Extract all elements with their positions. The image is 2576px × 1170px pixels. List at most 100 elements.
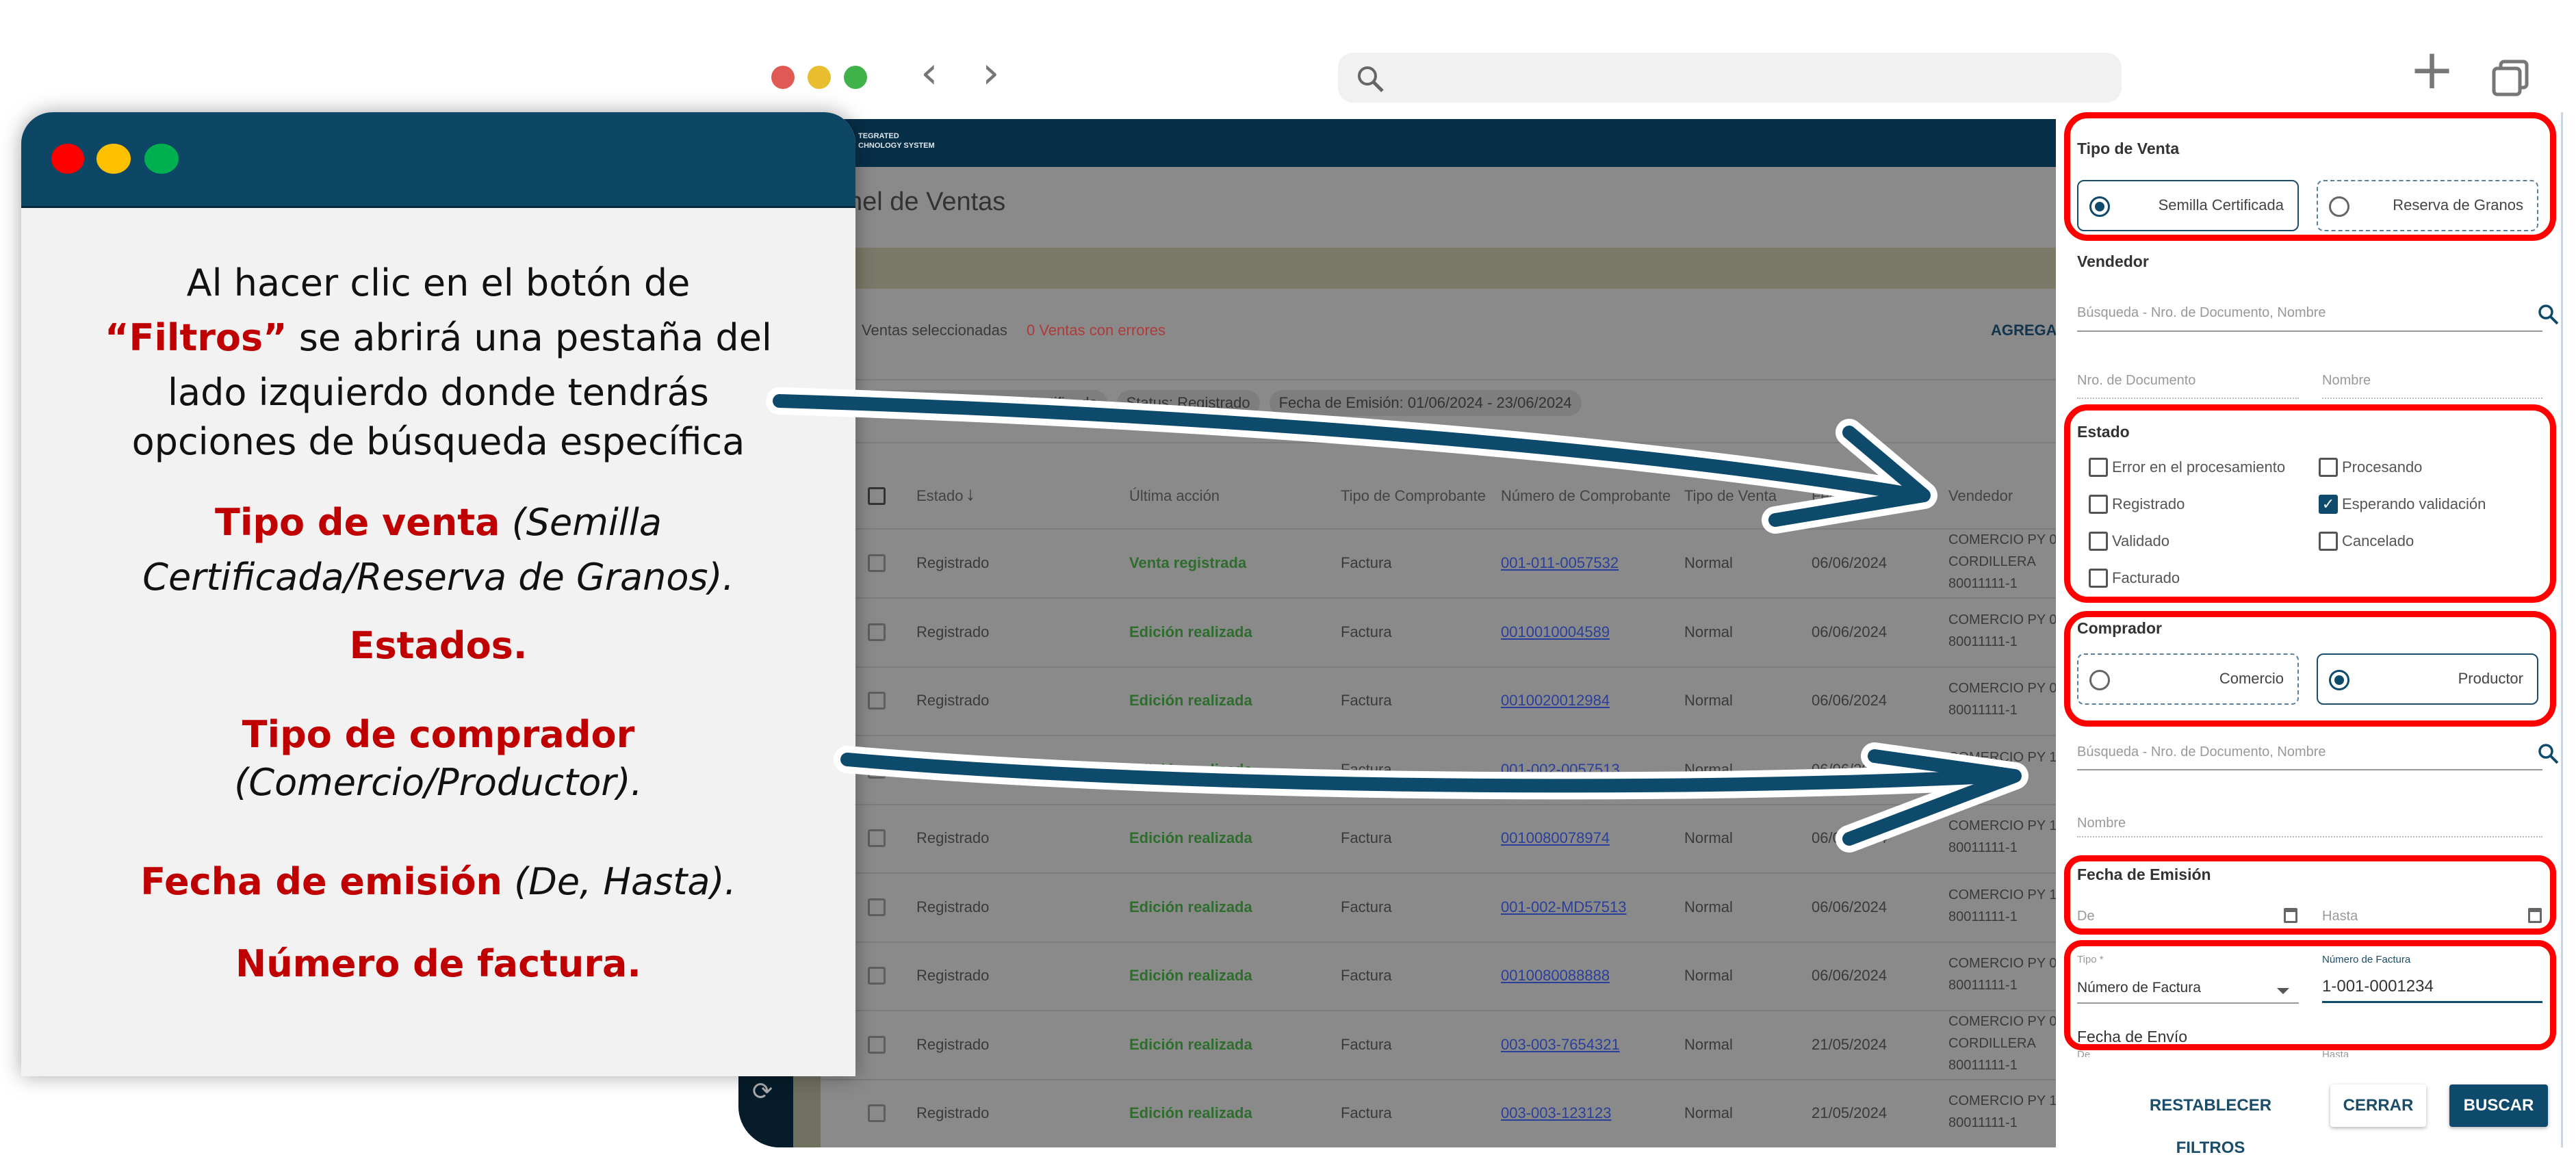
fecha-envio-hasta[interactable]: Hasta xyxy=(2322,1049,2349,1057)
back-chevron-icon[interactable]: ‹ xyxy=(920,48,938,99)
calendar-icon[interactable] xyxy=(2528,908,2542,923)
cell-vendedor: 80011111-1 xyxy=(1948,840,2018,855)
row-checkbox[interactable] xyxy=(868,692,886,710)
cell-venta: Normal xyxy=(1684,692,1733,709)
filtros-keyword: “Filtros” xyxy=(105,316,287,359)
add-button[interactable]: AGREGA xyxy=(1991,322,2056,339)
tipo-select[interactable]: Número de Factura xyxy=(2077,980,2201,996)
numero-factura-label: Número de Factura xyxy=(2322,954,2411,965)
row-checkbox[interactable] xyxy=(868,554,886,572)
callout-bold: Tipo de comprador xyxy=(242,713,635,756)
fecha-envio-desde[interactable]: De xyxy=(2077,1049,2091,1057)
address-bar[interactable] xyxy=(1338,53,2122,103)
cell-vendedor: CORDILLERA xyxy=(1948,554,2036,569)
radio-comercio[interactable]: Comercio xyxy=(2077,653,2299,705)
cell-venta: Normal xyxy=(1684,1104,1733,1121)
checkbox-label: Cancelado xyxy=(2342,532,2414,549)
app-header: TEGRATED CHNOLOGY SYSTEM xyxy=(738,119,2056,167)
cell-tipo: Factura xyxy=(1341,967,1392,984)
column-header[interactable]: Última acción xyxy=(1129,487,1220,504)
column-header[interactable]: Estado xyxy=(916,487,964,504)
errors-count: 0 Ventas con errores xyxy=(1027,322,1166,339)
cell-vendedor: 80011111-1 xyxy=(1948,1115,2018,1130)
close-button[interactable]: CERRAR xyxy=(2330,1084,2426,1127)
plus-icon[interactable]: + xyxy=(2409,38,2456,101)
divider xyxy=(738,528,2056,530)
cell-estado: Registrado xyxy=(916,554,990,571)
cell-numero[interactable]: 0010080078974 xyxy=(1501,829,1610,846)
cell-numero[interactable]: 003-003-7654321 xyxy=(1501,1035,1620,1053)
filter-panel: Tipo de Venta Semilla Certificada Reserv… xyxy=(2056,112,2563,1157)
highlight-fecha-emision xyxy=(2064,855,2556,935)
sort-down-icon[interactable]: ↓ xyxy=(966,483,975,504)
cell-accion: Edición realizada xyxy=(1129,1104,1252,1121)
comprador-nombre-field[interactable]: Nombre xyxy=(2077,816,2126,831)
minimize-window-dot[interactable] xyxy=(808,66,831,89)
row-checkbox[interactable] xyxy=(868,898,886,916)
cell-vendedor: 80011111-1 xyxy=(1948,909,2018,924)
checkbox-label: Esperando validación xyxy=(2342,495,2486,512)
checkbox[interactable] xyxy=(2089,569,2108,588)
radio-productor[interactable]: Productor xyxy=(2317,653,2538,705)
cell-numero[interactable]: 003-003-123123 xyxy=(1501,1104,1612,1121)
radio-semilla-certificada[interactable]: Semilla Certificada xyxy=(2077,180,2299,231)
checkbox[interactable] xyxy=(2319,532,2338,551)
checkbox[interactable] xyxy=(2319,458,2338,477)
callout-italic: (Semilla xyxy=(500,501,662,544)
calendar-icon[interactable] xyxy=(2284,908,2297,923)
fecha-hasta-field[interactable]: Hasta xyxy=(2322,909,2358,924)
search-button[interactable]: BUSCAR xyxy=(2449,1084,2548,1127)
column-header[interactable]: Tipo de Comprobante xyxy=(1341,487,1486,504)
numero-factura-input[interactable]: 1-001-0001234 xyxy=(2322,977,2434,996)
row-checkbox[interactable] xyxy=(868,967,886,985)
input-underline xyxy=(2077,1002,2299,1004)
search-icon[interactable] xyxy=(2536,302,2560,326)
maximize-window-dot[interactable] xyxy=(844,66,867,89)
highlight-numero-factura xyxy=(2064,940,2556,1050)
dropdown-arrow-icon[interactable] xyxy=(2277,988,2289,994)
cell-numero[interactable]: 001-011-0057532 xyxy=(1501,554,1619,571)
cell-fecha: 06/06/2024 xyxy=(1812,692,1888,709)
checkbox-checked[interactable]: ✓ xyxy=(2319,495,2338,514)
cell-vendedor: COMERCIO PY 03 xyxy=(1948,532,2056,547)
callout-italic: (Comercio/Productor). xyxy=(234,761,643,804)
row-checkbox[interactable] xyxy=(868,623,886,641)
row-checkbox[interactable] xyxy=(868,1104,886,1122)
callout-intro: Al hacer clic en el botón de “Filtros” s… xyxy=(21,256,855,469)
row-checkbox[interactable] xyxy=(868,829,886,847)
cell-vendedor: COMERCIO PY 15 xyxy=(1948,818,2056,833)
vendedor-search-input[interactable]: Búsqueda - Nro. de Documento, Nombre xyxy=(2077,305,2326,320)
column-header[interactable]: Vendedor xyxy=(1948,487,2013,504)
filter-chip[interactable]: Fecha de Emisión: 01/06/2024 - 23/06/202… xyxy=(1269,390,1582,416)
cell-numero[interactable]: 0010010004589 xyxy=(1501,623,1610,640)
refresh-icon[interactable]: ⟳ xyxy=(752,1077,773,1105)
nro-documento-field[interactable]: Nro. de Documento xyxy=(2077,373,2196,388)
checkbox[interactable] xyxy=(2089,458,2108,477)
checkbox[interactable] xyxy=(2089,495,2108,514)
cell-numero[interactable]: 0010020012984 xyxy=(1501,692,1610,709)
cell-numero[interactable]: 0010080088888 xyxy=(1501,967,1610,984)
tabs-icon[interactable] xyxy=(2491,59,2529,97)
close-window-dot[interactable] xyxy=(771,66,795,89)
radio-reserva-granos[interactable]: Reserva de Granos xyxy=(2317,180,2538,231)
cell-estado: Registrado xyxy=(916,898,990,915)
cell-estado: Registrado xyxy=(916,1104,990,1121)
logo: TEGRATED CHNOLOGY SYSTEM xyxy=(858,131,935,151)
input-underline xyxy=(2077,769,2542,770)
cell-vendedor: 80011111-1 xyxy=(1948,978,2018,993)
cell-fecha: 06/06/2024 xyxy=(1812,554,1888,571)
nombre-field[interactable]: Nombre xyxy=(2322,373,2371,388)
checkbox-label: Validado xyxy=(2112,532,2169,549)
search-icon[interactable] xyxy=(2536,742,2560,765)
row-checkbox[interactable] xyxy=(868,1035,886,1054)
select-all-checkbox[interactable] xyxy=(868,487,886,505)
forward-chevron-icon[interactable]: › xyxy=(982,48,1000,99)
cell-vendedor: COMERCIO PY 09 xyxy=(1948,612,2056,627)
column-header[interactable]: Tipo de Venta xyxy=(1684,487,1777,504)
comprador-search-input[interactable]: Búsqueda - Nro. de Documento, Nombre xyxy=(2077,744,2326,759)
cell-venta: Normal xyxy=(1684,898,1733,915)
column-header[interactable]: Número de Comprobante xyxy=(1501,487,1671,504)
checkbox[interactable] xyxy=(2089,532,2108,551)
cell-numero[interactable]: 001-002-MD57513 xyxy=(1501,898,1627,915)
reset-filters-button[interactable]: RESTABLECER FILTROS xyxy=(2149,1096,2272,1157)
